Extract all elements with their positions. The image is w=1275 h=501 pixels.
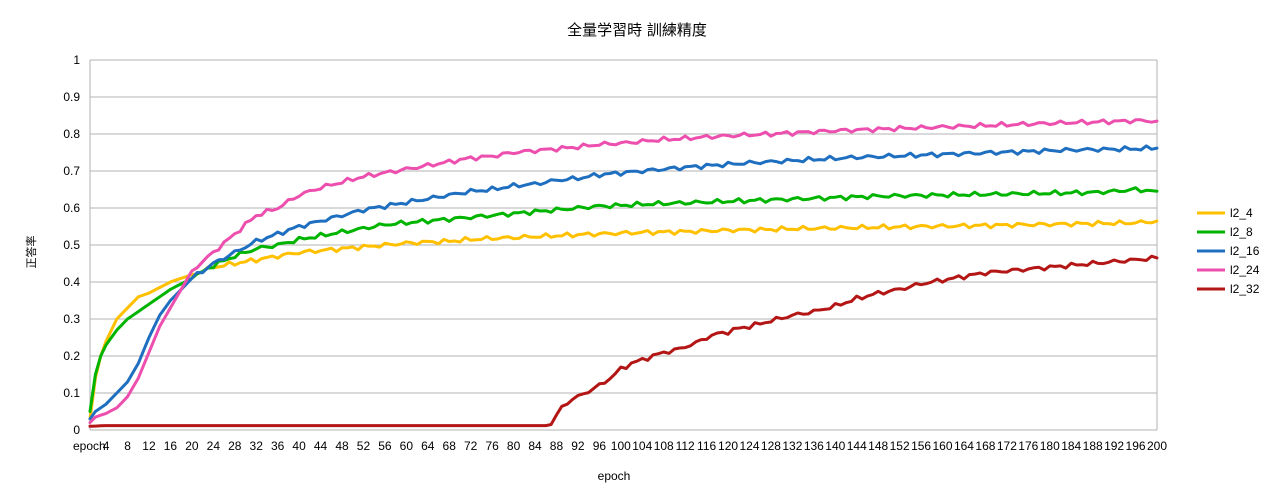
x-tick-label: 188 [1083, 439, 1103, 453]
x-tick-label: 152 [890, 439, 910, 453]
x-tick-label: 12 [142, 439, 156, 453]
x-tick-label: 124 [739, 439, 759, 453]
x-tick-label: 68 [443, 439, 457, 453]
grid-lines [89, 59, 1158, 431]
x-tick-label: 180 [1040, 439, 1060, 453]
x-tick-label: 84 [528, 439, 542, 453]
x-tick-label: 44 [314, 439, 328, 453]
x-tick-label: 140 [825, 439, 845, 453]
x-tick-label: 28 [228, 439, 242, 453]
legend-label: l2_4 [1230, 206, 1253, 220]
x-axis-title: epoch [598, 469, 631, 483]
y-tick-label: 0.7 [63, 164, 80, 178]
x-tick-label: 172 [997, 439, 1017, 453]
x-tick-label: 60 [400, 439, 414, 453]
x-tick-label: 116 [697, 439, 716, 453]
legend: l2_4 l2_8 l2_16 l2_24 l2_32 [1197, 206, 1260, 296]
legend-label: l2_8 [1230, 225, 1253, 239]
x-tick-label: 128 [761, 439, 781, 453]
x-tick-label: 4 [103, 439, 110, 453]
y-tick-label: 0.3 [63, 312, 80, 326]
x-tick-label: 184 [1061, 439, 1081, 453]
x-tick-label: 32 [250, 439, 264, 453]
series-line-l2_24 [88, 118, 1159, 425]
y-tick-label: 0.2 [63, 349, 80, 363]
legend-label: l2_24 [1230, 263, 1260, 277]
y-tick-label: 0.6 [63, 201, 80, 215]
x-tick-label: 80 [507, 439, 521, 453]
x-tick-label: 100 [611, 439, 631, 453]
x-tick-label: 120 [718, 439, 738, 453]
x-tick-label: 40 [292, 439, 306, 453]
series-line-l2_4 [88, 219, 1159, 421]
x-tick-label: 36 [271, 439, 285, 453]
x-tick-label: 64 [421, 439, 435, 453]
x-tick-label: 20 [185, 439, 199, 453]
series-line-l2_32 [88, 254, 1159, 428]
y-tick-label: 0.1 [63, 386, 80, 400]
y-tick-label: 0 [73, 423, 80, 437]
series-lines [88, 118, 1159, 428]
x-tick-label: 24 [207, 439, 221, 453]
x-tick-label: 132 [782, 439, 802, 453]
x-tick-label: 108 [654, 439, 674, 453]
x-tick-label: 168 [975, 439, 995, 453]
y-tick-labels: 0 0.1 0.2 0.3 0.4 0.5 0.6 0.7 0.8 0.9 1 [63, 53, 80, 437]
y-tick-label: 1 [73, 53, 80, 67]
series-line-l2_16 [88, 144, 1159, 421]
legend-label: l2_32 [1230, 282, 1260, 296]
x-tick-label: 176 [1018, 439, 1038, 453]
x-tick-label: 192 [1104, 439, 1124, 453]
x-tick-label: 56 [378, 439, 392, 453]
x-tick-label: 148 [868, 439, 888, 453]
chart-title: 全量学習時 訓練精度 [567, 21, 707, 39]
y-tick-label: 0.9 [63, 90, 80, 104]
x-tick-label: 88 [550, 439, 564, 453]
x-tick-label: 104 [632, 439, 652, 453]
x-tick-label: 96 [593, 439, 607, 453]
x-tick-label: 16 [164, 439, 178, 453]
x-tick-label: 52 [357, 439, 371, 453]
x-tick-label: 136 [804, 439, 824, 453]
x-tick-label: 92 [571, 439, 585, 453]
legend-label: l2_16 [1230, 244, 1260, 258]
y-tick-label: 0.5 [63, 238, 80, 252]
x-tick-label: 156 [911, 439, 931, 453]
x-tick-label: 200 [1147, 439, 1167, 453]
x-tick-label: 48 [335, 439, 349, 453]
x-tick-label: epoch [73, 439, 106, 453]
x-tick-label: 72 [464, 439, 478, 453]
y-axis-title: 正答率 [24, 236, 38, 269]
x-tick-label: 196 [1126, 439, 1146, 453]
y-tick-label: 0.4 [63, 275, 80, 289]
series-line-l2_8 [88, 186, 1159, 413]
x-tick-label: 8 [124, 439, 131, 453]
x-tick-label: 144 [847, 439, 867, 453]
x-tick-label: 76 [485, 439, 499, 453]
x-tick-label: 164 [954, 439, 974, 453]
y-tick-label: 0.8 [63, 127, 80, 141]
x-tick-label: 112 [676, 439, 695, 453]
x-tick-label: 160 [933, 439, 953, 453]
